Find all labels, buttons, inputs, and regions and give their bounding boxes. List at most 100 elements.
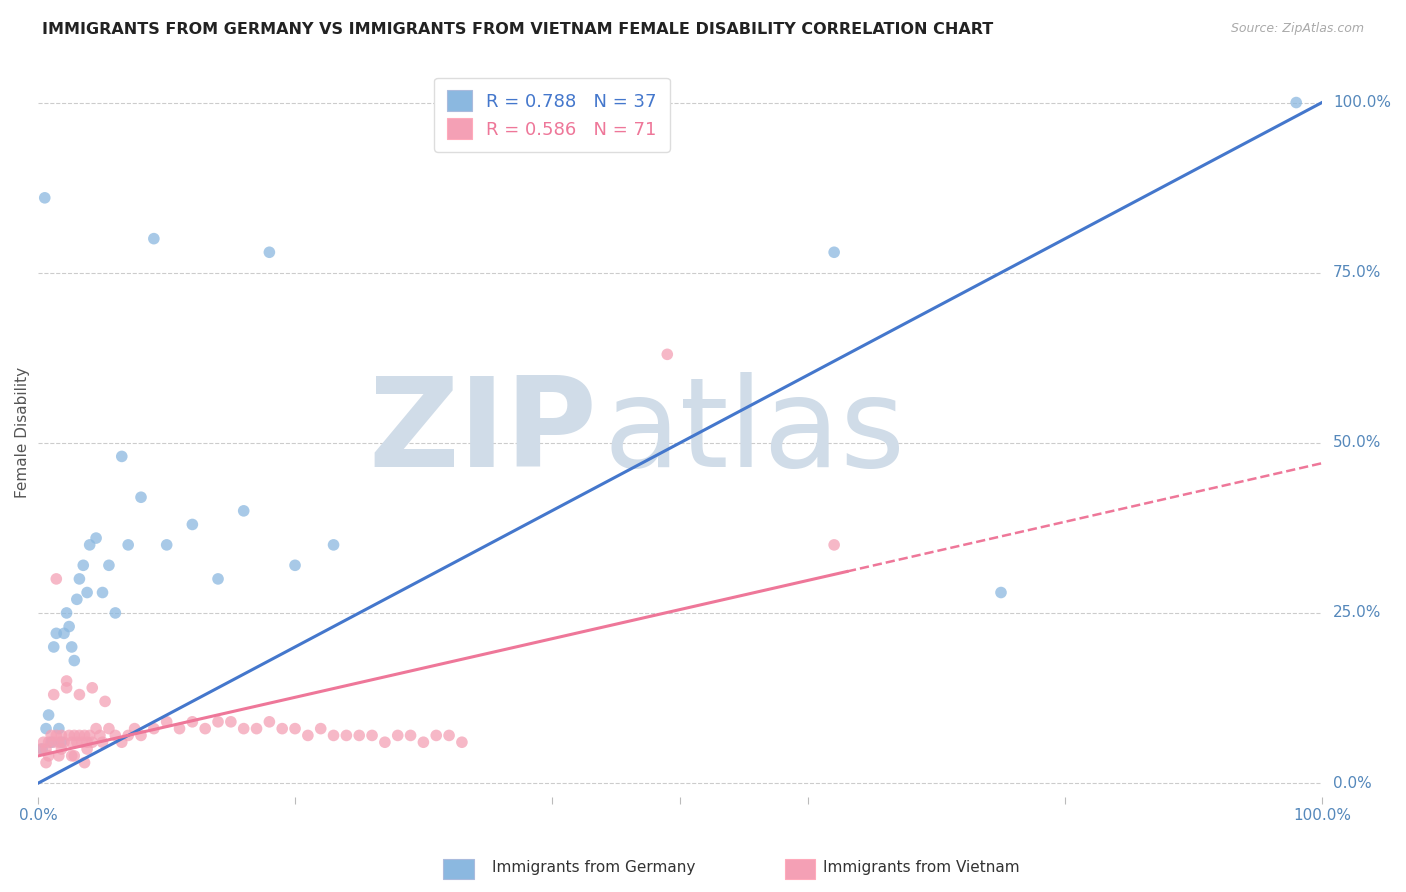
Point — [76, 585, 98, 599]
Point — [31, 742, 53, 756]
Text: 100.0%: 100.0% — [1333, 95, 1391, 110]
Text: 75.0%: 75.0% — [1333, 265, 1381, 280]
Point — [361, 728, 384, 742]
Point — [84, 722, 107, 736]
Point — [38, 735, 60, 749]
Point — [399, 728, 422, 742]
Point — [437, 728, 460, 742]
Point — [142, 722, 165, 736]
Point — [34, 191, 56, 205]
Point — [32, 735, 55, 749]
Point — [38, 748, 60, 763]
Point — [55, 673, 77, 688]
Point — [451, 735, 474, 749]
Point — [374, 735, 396, 749]
Point — [219, 714, 242, 729]
Point — [322, 538, 344, 552]
Text: Immigrants from Vietnam: Immigrants from Vietnam — [823, 860, 1019, 874]
Point — [169, 722, 191, 736]
Point — [142, 232, 165, 246]
Point — [58, 619, 80, 633]
Text: ZIP: ZIP — [368, 372, 596, 493]
Point — [1285, 95, 1308, 110]
Point — [347, 728, 370, 742]
Point — [91, 735, 114, 749]
Point — [66, 592, 89, 607]
Point — [67, 688, 90, 702]
Point — [657, 347, 679, 361]
Point — [232, 504, 254, 518]
Point — [84, 531, 107, 545]
Point — [271, 722, 294, 736]
Point — [97, 558, 120, 573]
Point — [284, 558, 307, 573]
Text: atlas: atlas — [603, 372, 905, 493]
Point — [207, 572, 229, 586]
Point — [48, 735, 70, 749]
Text: IMMIGRANTS FROM GERMANY VS IMMIGRANTS FROM VIETNAM FEMALE DISABILITY CORRELATION: IMMIGRANTS FROM GERMANY VS IMMIGRANTS FR… — [42, 22, 994, 37]
Point — [259, 245, 281, 260]
Point — [181, 517, 204, 532]
Point — [412, 735, 434, 749]
Point — [259, 714, 281, 729]
Point — [309, 722, 332, 736]
Point — [45, 728, 67, 742]
Point — [297, 728, 319, 742]
Text: Immigrants from Germany: Immigrants from Germany — [492, 860, 696, 874]
Point — [51, 728, 73, 742]
Point — [76, 742, 98, 756]
Point — [38, 708, 60, 723]
Point — [39, 728, 62, 742]
Text: Source: ZipAtlas.com: Source: ZipAtlas.com — [1230, 22, 1364, 36]
Point — [51, 735, 73, 749]
Point — [66, 735, 89, 749]
Point — [35, 722, 58, 736]
Point — [104, 606, 127, 620]
Point — [45, 572, 67, 586]
Point — [335, 728, 357, 742]
Legend: R = 0.788   N = 37, R = 0.586   N = 71: R = 0.788 N = 37, R = 0.586 N = 71 — [434, 78, 669, 152]
Point — [48, 722, 70, 736]
Point — [79, 728, 101, 742]
Point — [91, 585, 114, 599]
Point — [104, 728, 127, 742]
Point — [823, 538, 845, 552]
Point — [67, 572, 90, 586]
Point — [70, 735, 93, 749]
Point — [48, 748, 70, 763]
Point — [117, 728, 139, 742]
Point — [55, 606, 77, 620]
Point — [111, 450, 134, 464]
Point — [387, 728, 409, 742]
Point — [124, 722, 146, 736]
Point — [156, 538, 179, 552]
Point — [72, 558, 94, 573]
Text: 0.0%: 0.0% — [1333, 775, 1372, 790]
Point — [322, 728, 344, 742]
Point — [82, 681, 104, 695]
Point — [58, 728, 80, 742]
Point — [129, 728, 152, 742]
Point — [60, 640, 83, 654]
Point — [76, 735, 98, 749]
Text: 50.0%: 50.0% — [1333, 435, 1381, 450]
Point — [63, 748, 86, 763]
Point — [42, 640, 65, 654]
Point — [35, 742, 58, 756]
Point — [60, 748, 83, 763]
Point — [79, 538, 101, 552]
Point — [82, 735, 104, 749]
Point — [94, 694, 117, 708]
Point — [194, 722, 217, 736]
Point — [97, 722, 120, 736]
Point — [39, 735, 62, 749]
Point — [181, 714, 204, 729]
Point — [42, 688, 65, 702]
Point — [53, 626, 76, 640]
Point — [156, 714, 179, 729]
Point — [51, 742, 73, 756]
Point — [53, 735, 76, 749]
Point — [63, 728, 86, 742]
Point — [30, 742, 52, 756]
Point — [55, 681, 77, 695]
